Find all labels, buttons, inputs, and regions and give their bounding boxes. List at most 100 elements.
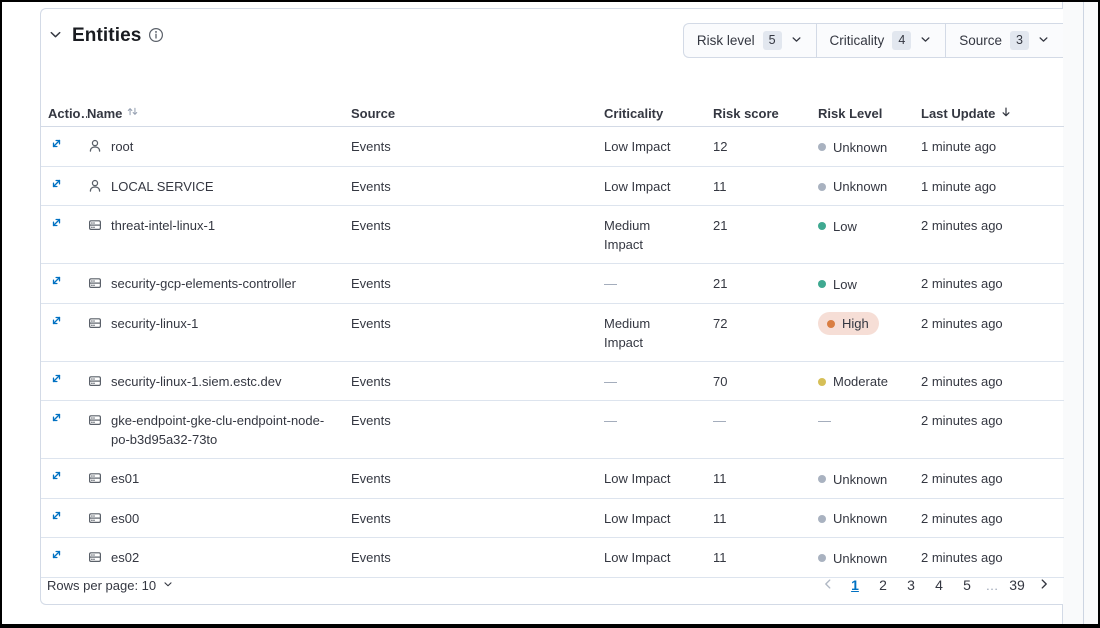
rows-per-page-button[interactable]: Rows per page: 10: [47, 578, 174, 593]
expand-entity-button[interactable]: [48, 410, 64, 426]
expand-entity-button[interactable]: [48, 136, 64, 152]
entity-risk-level: Low: [818, 206, 921, 245]
page-button-4[interactable]: 4: [927, 573, 951, 597]
entity-last-update: 2 minutes ago: [921, 510, 1003, 526]
page-title: Entities: [72, 25, 142, 46]
previous-page-button[interactable]: [817, 573, 839, 597]
page-button-3[interactable]: 3: [899, 573, 923, 597]
entity-criticality: Medium Impact: [604, 315, 651, 350]
table-header-row: Actio… Name Source Criticality Risk: [41, 100, 1064, 127]
entity-source: Events: [351, 276, 391, 291]
entity-criticality: Medium Impact: [604, 218, 651, 252]
expand-entity-button[interactable]: [48, 468, 64, 484]
filter-button-criticality[interactable]: Criticality 4: [817, 24, 947, 57]
entity-risk-level: —: [818, 413, 831, 428]
chevron-down-icon: [790, 33, 803, 49]
host-icon: [87, 315, 103, 331]
entities-table: Actio… Name Source Criticality Risk: [41, 100, 1064, 578]
expand-entity-button[interactable]: [48, 371, 64, 387]
host-icon: [87, 470, 103, 486]
entity-source: Events: [351, 471, 391, 486]
risk-level-badge: Low: [818, 217, 857, 236]
chevron-right-icon: [1037, 577, 1051, 594]
risk-level-label: Unknown: [833, 179, 888, 194]
expand-entity-button[interactable]: [48, 176, 64, 192]
expand-icon: [49, 276, 64, 291]
risk-level-dot: [827, 319, 835, 328]
filter-label: Risk level: [696, 33, 755, 48]
expand-icon: [49, 179, 64, 194]
entity-last-update: 2 minutes ago: [921, 471, 1003, 486]
entity-last-update: 2 minutes ago: [921, 276, 1003, 291]
sort-descending-icon: [999, 103, 1013, 124]
table-row: root Events Low Impact 12 Unknown 1 minute ag…: [41, 127, 1064, 167]
entity-last-update: 2 minutes ago: [921, 315, 1003, 331]
right-gutter: [1063, 2, 1098, 624]
entity-risk-level: Low: [818, 264, 921, 303]
pagination-ellipsis: …: [985, 577, 999, 593]
expand-entity-button[interactable]: [48, 508, 64, 524]
entity-source: Events: [351, 373, 391, 389]
user-icon: [87, 178, 103, 194]
entity-source: Events: [351, 550, 391, 565]
table-row: security-gcp-elements-controller Events — 2…: [41, 264, 1064, 304]
next-page-button[interactable]: [1033, 573, 1055, 597]
entity-source: Events: [351, 315, 391, 331]
risk-level-label: Unknown: [833, 550, 888, 566]
expand-entity-button[interactable]: [48, 215, 64, 231]
page-button-1[interactable]: 1: [843, 573, 867, 597]
filter-button-risk-level[interactable]: Risk level 5: [684, 24, 817, 57]
risk-level-badge: Unknown: [818, 509, 887, 528]
column-header-last-update[interactable]: Last Update: [921, 103, 1064, 124]
entity-criticality: Low Impact: [604, 139, 671, 154]
entity-risk-level: Moderate: [818, 362, 921, 401]
info-tooltip-button[interactable]: [147, 27, 165, 45]
risk-level-label: Unknown: [833, 139, 888, 155]
risk-level-badge: Unknown: [818, 138, 887, 157]
filter-label: Criticality: [829, 33, 885, 48]
filter-button-source[interactable]: Source 3: [946, 24, 1063, 57]
expand-icon: [49, 374, 64, 389]
entity-criticality: —: [604, 413, 617, 428]
panel-header: Entities Risk level 5 Criticality 4 Source 3: [41, 9, 1063, 65]
collapse-panel-button[interactable]: [45, 26, 65, 46]
entity-name: gke-endpoint-gke-clu-endpoint-node-po-b3…: [111, 413, 325, 447]
host-icon: [87, 275, 103, 291]
column-header-source: Source: [351, 105, 396, 121]
page-button-2[interactable]: 2: [871, 573, 895, 597]
risk-level-label: Unknown: [833, 471, 888, 487]
column-header-name[interactable]: Name: [87, 104, 351, 123]
sortable-icon: [126, 104, 139, 123]
chevron-down-icon: [162, 578, 174, 593]
risk-level-dot: [818, 514, 826, 523]
entity-risk-score: 11: [713, 471, 727, 486]
risk-level-badge: High: [818, 312, 879, 335]
expand-entity-button[interactable]: [48, 547, 64, 563]
risk-level-dot: [818, 182, 826, 191]
page-button-39[interactable]: 39: [1005, 573, 1029, 597]
entity-risk-score: 11: [713, 178, 727, 194]
entity-name: threat-intel-linux-1: [111, 218, 216, 233]
entity-criticality: Low Impact: [604, 471, 671, 486]
risk-level-label: Unknown: [833, 511, 888, 526]
info-icon: [148, 27, 164, 46]
entity-last-update: 2 minutes ago: [921, 373, 1003, 389]
entity-last-update: 2 minutes ago: [921, 550, 1003, 565]
entity-risk-level: Unknown: [818, 459, 921, 498]
host-icon: [87, 510, 103, 526]
risk-level-dot: [818, 475, 826, 483]
entity-risk-level: Unknown: [818, 127, 921, 166]
table-row: es00 Events Low Impact 11 Unknown 2 minutes a…: [41, 499, 1064, 538]
risk-level-dot: [818, 280, 826, 288]
page-button-5[interactable]: 5: [955, 573, 979, 597]
entity-last-update: 2 minutes ago: [921, 218, 1003, 233]
table-row: security-linux-1 Events Medium Impact 72 Hig…: [41, 304, 1064, 362]
expand-entity-button[interactable]: [48, 273, 64, 289]
entity-risk-score: 21: [713, 218, 728, 233]
filter-count-badge: 4: [892, 31, 912, 50]
expand-entity-button[interactable]: [48, 313, 64, 329]
right-gutter-divider: [1083, 2, 1084, 624]
risk-level-label: Low: [833, 276, 857, 292]
entity-source: Events: [351, 139, 391, 154]
table-body: root Events Low Impact 12 Unknown 1 minute ag…: [41, 127, 1064, 578]
